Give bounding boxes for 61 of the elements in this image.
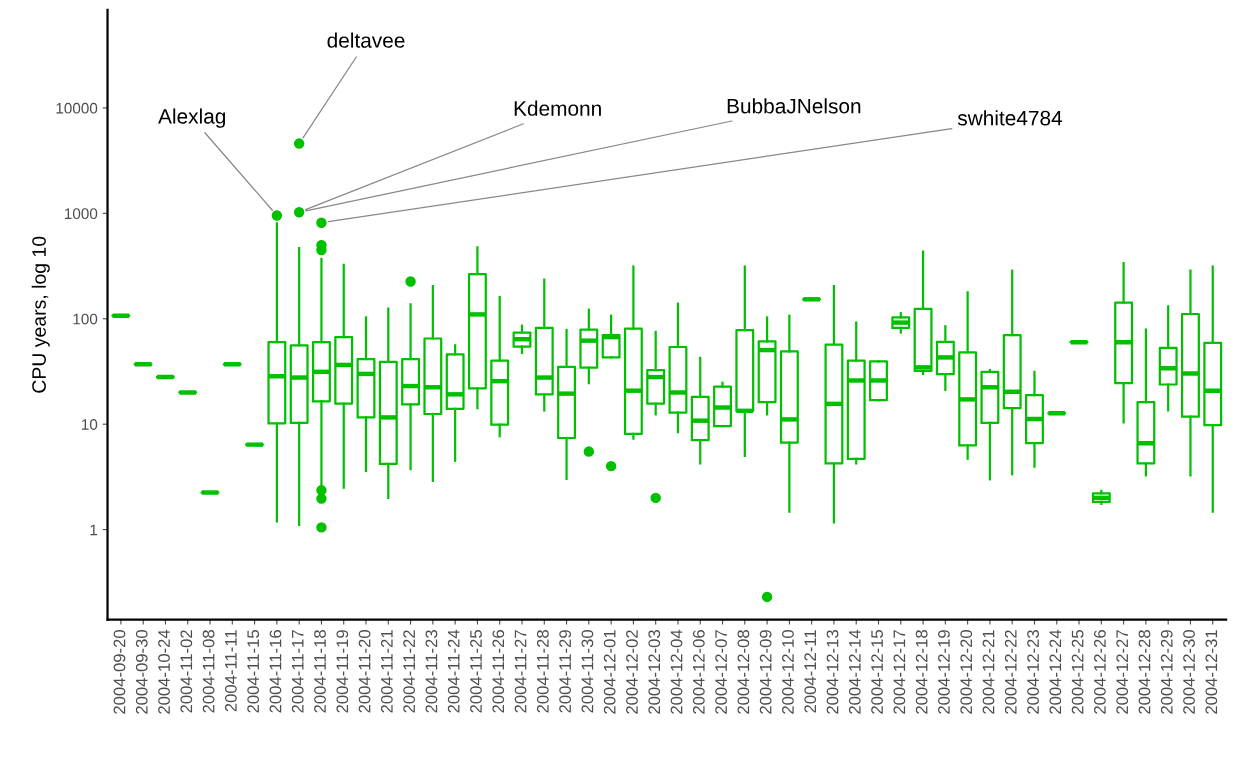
x-tick-label: 2004-11-28 (536, 630, 549, 713)
x-tick-label: 2004-11-08 (202, 630, 215, 713)
x-tick-label: 2004-10-24 (158, 629, 170, 714)
x-tick-label: 2004-12-24 (1049, 629, 1062, 714)
x-tick-label: 2004-12-04 (670, 629, 683, 714)
x-tick-label: 2004-11-22 (403, 630, 416, 713)
x-tick-label: 2004-12-08 (737, 630, 750, 714)
x-tick-label: 2004-11-30 (581, 630, 594, 713)
x-tick-label: 2004-11-18 (314, 630, 326, 713)
x-tick-label: 2004-11-27 (514, 630, 527, 713)
x-tick-label: 2004-12-06 (692, 630, 705, 714)
x-tick-label: 2004-12-30 (1183, 630, 1195, 714)
x-tick-label: 2004-12-21 (982, 630, 995, 714)
x-tick-label: 2004-12-14 (848, 629, 861, 714)
x-tick-label: 2004-12-09 (759, 630, 772, 714)
x-tick-label: 2004-12-22 (1004, 630, 1017, 714)
annotation: swhite4784 (957, 110, 1063, 126)
x-tick-label: 2004-12-10 (782, 630, 794, 714)
x-tick-label: 2004-12-01 (603, 630, 616, 714)
x-tick-label: 2004-11-16 (269, 630, 282, 713)
x-tick-label: 2004-12-11 (804, 630, 817, 713)
x-tick-label: 2004-12-28 (1138, 630, 1151, 714)
x-tick-label: 2004-12-13 (826, 630, 839, 714)
annotation: BubbaJNelson (727, 98, 861, 114)
y-axis-title: CPU years, log 10 (31, 236, 50, 393)
x-tick-label: 2004-12-03 (648, 630, 661, 714)
y-tick-label: 10000 (56, 102, 98, 114)
x-tick-label: 2004-12-29 (1160, 630, 1173, 714)
x-tick-label: 2004-09-30 (135, 630, 148, 714)
x-tick-label: 2004-12-07 (715, 630, 727, 714)
annotation: deltavee (327, 32, 405, 48)
x-tick-label: 2004-11-23 (425, 630, 438, 713)
x-tick-label: 2004-11-02 (180, 630, 193, 713)
y-tick-label: 1 (90, 524, 98, 536)
annotation: Kdemonn (514, 100, 601, 116)
x-tick-label: 2004-12-23 (1027, 630, 1039, 714)
x-tick-label: 2004-12-18 (915, 630, 928, 714)
x-tick-label: 2004-11-29 (559, 630, 572, 713)
x-tick-label: 2004-12-19 (938, 630, 950, 714)
x-tick-label: 2004-12-20 (960, 630, 973, 714)
y-tick-label: 100 (73, 313, 98, 325)
x-tick-label: 2004-12-26 (1094, 630, 1106, 714)
x-tick-label: 2004-11-26 (492, 630, 505, 713)
x-tick-label: 2004-11-20 (358, 630, 371, 713)
x-tick-label: 2004-12-27 (1116, 630, 1129, 714)
x-tick-label: 2004-11-11 (224, 630, 237, 712)
annotation: Alexlag (158, 108, 226, 128)
x-tick-label: 2004-12-15 (871, 630, 883, 714)
x-tick-label: 2004-11-24 (447, 629, 460, 713)
x-tick-label: 2004-12-02 (626, 630, 638, 714)
x-tick-label: 2004-11-15 (247, 630, 260, 713)
x-tick-label: 2004-12-31 (1205, 630, 1218, 714)
x-tick-label: 2004-11-17 (291, 630, 304, 713)
x-tick-label: 2004-12-25 (1071, 630, 1084, 714)
x-tick-label: 2004-11-25 (470, 630, 482, 713)
x-tick-label: 2004-12-17 (893, 630, 906, 714)
x-tick-label: 2004-11-21 (380, 630, 393, 713)
x-tick-label: 2004-09-20 (113, 630, 126, 714)
y-tick-label: 10 (81, 419, 98, 430)
x-tick-label: 2004-11-19 (336, 630, 349, 713)
y-tick-label: 1000 (64, 208, 98, 220)
